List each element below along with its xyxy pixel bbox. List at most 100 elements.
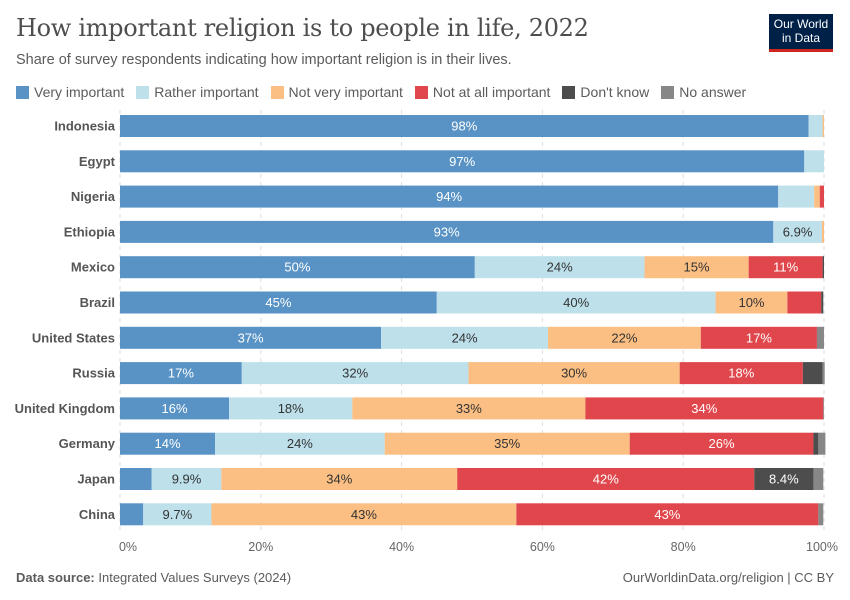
bar-segment [748,256,823,279]
x-tick-label: 60% [530,540,555,554]
data-label: 18% [278,401,304,416]
bar-segment [814,185,820,208]
data-label: 40% [563,295,589,310]
bar-segment [819,185,824,208]
category-label: Japan [77,472,115,487]
chart-title: How important religion is to people in l… [16,14,589,42]
legend-swatch [270,85,284,99]
bar-segment [215,432,385,455]
bar-segment [120,185,779,208]
legend-label: Don't know [580,84,650,100]
legend-item[interactable]: No answer [661,84,746,100]
legend-label: Not very important [288,84,403,100]
data-label: 10% [738,295,764,310]
bar-segment [787,291,822,314]
data-label: 30% [561,366,587,381]
bar-segment [516,503,819,526]
category-label: Germany [59,436,116,451]
data-label: 24% [452,330,478,345]
bar-segment [120,291,437,314]
data-label: 50% [284,260,310,275]
legend-label: Not at all important [432,84,551,100]
bar-segment [211,503,517,526]
category-label: Egypt [79,154,116,169]
category-label: Nigeria [71,189,116,204]
bar-segment [352,397,586,420]
bar-segment [821,220,824,243]
data-label: 32% [342,366,368,381]
data-label: 8.4% [769,472,799,487]
bar-segment [384,432,630,455]
bar-segment [241,362,469,385]
bar-segment [120,468,152,490]
data-label: 14% [155,436,181,451]
bar-segment [818,432,826,455]
category-label: Indonesia [54,119,115,134]
bar-segment [468,362,680,385]
bar-segment [813,432,819,455]
data-label: 97% [449,154,475,169]
bar-segment [821,291,824,314]
data-source: Data source: Integrated Values Surveys (… [16,570,291,585]
data-label: 11% [773,260,798,275]
data-label: 22% [611,330,637,345]
legend-label: Very important [34,84,125,100]
data-label: 45% [265,295,291,310]
data-label: 43% [351,507,377,522]
bar-segment [120,150,805,173]
source-label: Data source: [16,570,95,585]
data-label: 94% [436,189,462,204]
bar-segment [822,362,825,385]
x-tick-label: 0% [119,540,137,554]
data-label: 34% [326,472,352,487]
bar-segment [381,326,549,349]
legend-item[interactable]: Not very important [270,84,403,100]
bar-segment [120,362,242,385]
data-label: 9.9% [172,472,202,487]
data-label: 98% [451,119,477,134]
x-tick-label: 40% [389,540,414,554]
bar-segment [143,503,212,526]
owid-logo[interactable]: Our World in Data [769,14,833,52]
chart-subtitle: Share of survey respondents indicating h… [16,52,512,68]
legend-swatch [16,85,29,99]
source-text[interactable]: Integrated Values Surveys (2024) [98,570,292,585]
bar-segment [120,397,230,420]
bar-segment [120,326,382,349]
bar-segment [816,326,824,349]
data-label: 35% [494,436,520,451]
data-label: 24% [547,260,573,275]
data-label: 26% [709,436,735,451]
bar-segment [151,468,222,490]
legend-swatch [661,85,675,99]
legend-swatch [136,85,150,99]
data-label: 6.9% [783,224,813,239]
data-label: 17% [746,330,772,345]
bar-segment [778,185,815,208]
data-label: 43% [654,507,680,522]
bar-segment [715,291,788,314]
bar-segment [436,291,716,314]
legend-item[interactable]: Rather important [136,84,259,100]
bar-segment [548,326,701,349]
category-label: United States [32,330,115,345]
bar-segment [818,503,824,526]
credit[interactable]: OurWorldinData.org/religion | CC BY [622,570,834,585]
bar-segment [585,397,824,420]
bar-segment [700,326,817,349]
bar-segment [474,256,645,279]
legend-item[interactable]: Don't know [562,84,649,100]
category-label: United Kingdom [15,401,115,416]
legend-item[interactable]: Not at all important [414,84,551,100]
category-label: Ethiopia [64,224,116,239]
legend-item[interactable]: Very important [16,84,124,100]
legend-swatch [414,85,428,99]
legend-swatch [562,85,576,99]
bar-segment [221,468,458,490]
bar-segment [679,362,803,385]
bar-segment [822,115,824,137]
category-label: Russia [72,366,115,381]
bar-segment [644,256,749,279]
data-label: 42% [593,472,619,487]
